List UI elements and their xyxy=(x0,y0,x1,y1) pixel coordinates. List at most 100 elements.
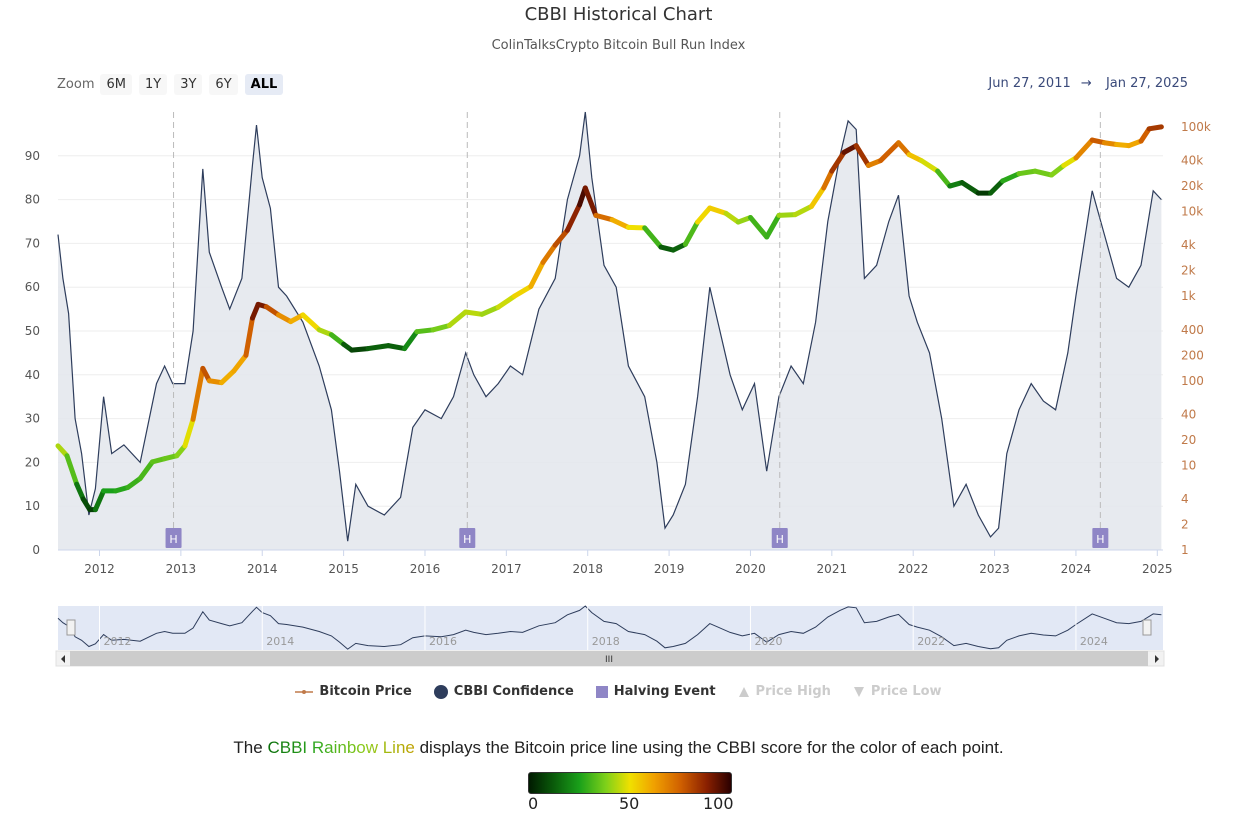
rainbow-segment xyxy=(328,332,347,347)
legend-label: Halving Event xyxy=(613,684,716,699)
square-icon xyxy=(595,685,608,698)
zoom-all-button[interactable]: ALL xyxy=(244,74,284,95)
triangle-up-icon xyxy=(738,686,749,697)
caption-text: displays the Bitcoin price line using th… xyxy=(414,738,1004,757)
halving-label: H xyxy=(1096,533,1104,546)
legend-bitcoin-price[interactable]: Bitcoin Price xyxy=(295,684,412,699)
x-tick-label: 2012 xyxy=(84,562,115,576)
halving-marker xyxy=(165,528,182,548)
rainbow-segment xyxy=(695,205,713,225)
navigator-line xyxy=(57,605,1162,650)
price-tick-label: 400 xyxy=(1181,323,1204,337)
x-tick-label: 2016 xyxy=(410,562,441,576)
legend-halving-event[interactable]: Halving Event xyxy=(595,684,716,699)
price-tick-label: 100k xyxy=(1181,120,1211,134)
rainbow-segment xyxy=(878,140,902,164)
rainbow-segment xyxy=(918,158,941,174)
price-tick-label: 4k xyxy=(1181,238,1196,252)
y-tick-label: 60 xyxy=(25,280,40,294)
x-axis: 2012 2013 2014 2015 2016 2017 2018 2019 2020 2021… xyxy=(58,549,1173,576)
halving-marker xyxy=(1092,528,1109,548)
range-to-input[interactable]: Jan 27, 2025 xyxy=(1105,76,1188,91)
color-scale-mid: 50 xyxy=(619,794,640,813)
chart-title: CBBI Historical Chart xyxy=(524,4,713,25)
y-tick-label: 90 xyxy=(25,149,40,163)
rainbow-segment xyxy=(349,346,371,353)
zoom-label: Zoom xyxy=(57,77,95,92)
range-arrow: → xyxy=(1080,76,1092,91)
legend-label: Bitcoin Price xyxy=(319,684,412,699)
rainbow-segment xyxy=(747,214,770,240)
navigator-tick-label: 2018 xyxy=(592,635,620,648)
x-tick-label: 2025 xyxy=(1142,562,1173,576)
rainbow-segment xyxy=(642,225,664,250)
y-tick-label: 40 xyxy=(25,368,40,382)
legend-label: Price High xyxy=(755,684,831,699)
rainbow-segment xyxy=(935,168,953,189)
color-scale-max: 100 xyxy=(703,794,734,813)
range-from-input[interactable]: Jun 27, 2011 xyxy=(988,76,1071,91)
scrollbar-thumb xyxy=(70,651,1148,666)
rainbow-segment xyxy=(182,416,196,449)
main-chart[interactable]: H H H H 0 10 20 30 40 50 60 70 80 90 1 2 4 10 20 40 100 200… xyxy=(0,0,1237,680)
navigator-tick-label: 2014 xyxy=(266,635,294,648)
rainbow-segment xyxy=(987,178,1006,196)
rainbow-segment xyxy=(593,212,615,223)
rainbow-segment xyxy=(625,224,648,231)
halving-label: H xyxy=(776,533,784,546)
scroll-right-arrow-icon xyxy=(1155,655,1159,663)
x-tick-label: 2014 xyxy=(247,562,278,576)
right-y-axis: 1 2 4 10 20 40 100 200 400 1k 2k 4k 10k 20k 40k 100k xyxy=(1181,120,1211,557)
x-tick-label: 2024 xyxy=(1061,562,1092,576)
zoom-3y-button[interactable]: 3Y xyxy=(174,74,203,95)
y-tick-label: 10 xyxy=(25,499,40,513)
y-tick-label: 50 xyxy=(25,324,40,338)
legend-price-high[interactable]: Price High xyxy=(738,684,831,699)
rainbow-segment xyxy=(190,365,206,422)
price-tick-label: 40k xyxy=(1181,154,1203,168)
line-marker-icon xyxy=(295,689,314,694)
rainbow-segment xyxy=(896,140,912,158)
rainbow-segment xyxy=(528,259,546,289)
price-tick-label: 2 xyxy=(1181,518,1189,532)
legend-label: Price Low xyxy=(870,684,942,699)
price-tick-label: 2k xyxy=(1181,264,1196,278)
price-tick-label: 10k xyxy=(1181,205,1203,219)
rainbow-price-line xyxy=(55,124,1164,513)
navigator-tick-label: 2020 xyxy=(754,635,782,648)
rainbow-segment xyxy=(682,219,701,247)
rainbow-segment xyxy=(959,180,981,196)
zoom-controls: Zoom 6M 1Y 3Y 6Y ALL xyxy=(57,74,290,95)
rainbow-segment xyxy=(300,312,322,333)
zoom-6y-button[interactable]: 6Y xyxy=(209,74,238,95)
rainbow-segment xyxy=(463,309,485,317)
rainbow-segment xyxy=(564,202,583,233)
scroll-left-arrow-icon xyxy=(61,655,65,663)
chart-subtitle: ColinTalksCrypto Bitcoin Bull Run Index xyxy=(491,38,746,53)
price-tick-label: 1 xyxy=(1181,543,1189,557)
x-tick-label: 2019 xyxy=(654,562,685,576)
y-tick-label: 0 xyxy=(32,543,40,557)
rainbow-segment xyxy=(552,227,570,248)
price-tick-label: 100 xyxy=(1181,374,1204,388)
legend-cbbi-confidence[interactable]: CBBI Confidence xyxy=(433,684,574,699)
y-tick-label: 30 xyxy=(25,412,40,426)
rainbow-segment xyxy=(792,203,814,218)
circle-icon xyxy=(433,684,448,699)
rainbow-segment xyxy=(495,293,517,310)
rainbow-segment xyxy=(821,168,835,191)
x-tick-label: 2020 xyxy=(735,562,766,576)
rainbow-segment xyxy=(402,329,420,352)
halving-label: H xyxy=(463,533,471,546)
legend-price-low[interactable]: Price Low xyxy=(853,684,942,699)
rainbow-segment xyxy=(219,368,237,386)
color-scale-bar xyxy=(528,772,732,794)
confidence-area xyxy=(57,111,1162,550)
price-tick-label: 200 xyxy=(1181,348,1204,362)
price-tick-label: 40 xyxy=(1181,407,1196,421)
rainbow-segment xyxy=(853,143,871,168)
zoom-6m-button[interactable]: 6M xyxy=(100,74,132,95)
price-tick-label: 4 xyxy=(1181,492,1189,506)
zoom-1y-button[interactable]: 1Y xyxy=(138,74,168,95)
